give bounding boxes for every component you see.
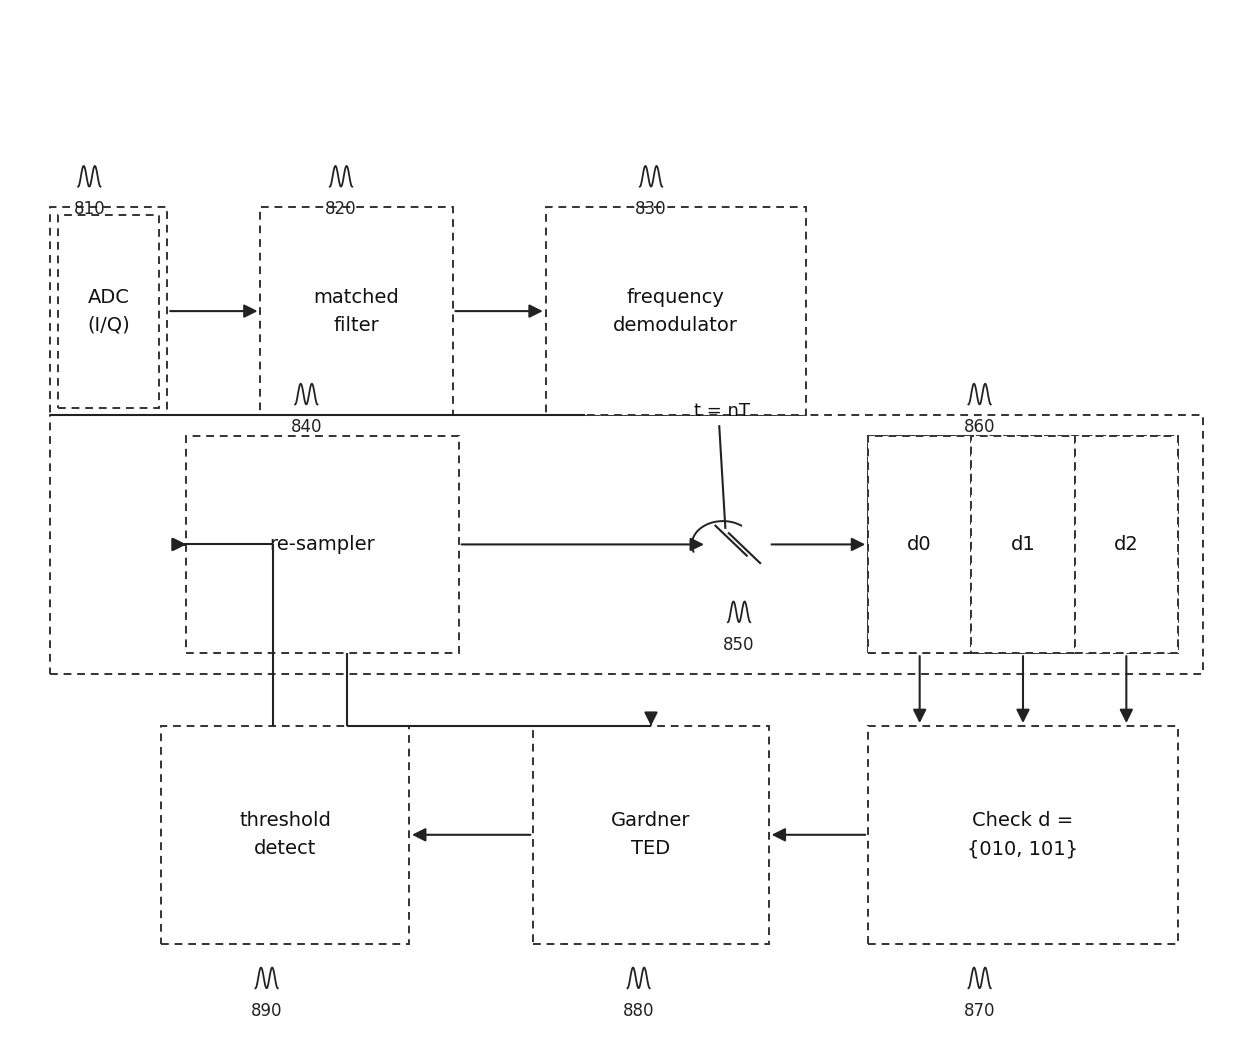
Text: 860: 860 — [963, 418, 996, 436]
Text: 870: 870 — [963, 1002, 996, 1019]
Bar — [971, 436, 1075, 653]
Text: d1: d1 — [1011, 535, 1035, 554]
Text: 880: 880 — [622, 1002, 655, 1019]
Bar — [868, 436, 971, 653]
Text: 840: 840 — [290, 418, 322, 436]
Text: 850: 850 — [723, 636, 755, 653]
Bar — [50, 207, 167, 415]
Bar — [868, 436, 1178, 653]
Text: 820: 820 — [325, 200, 357, 218]
Text: Gardner
TED: Gardner TED — [611, 811, 691, 859]
Text: 890: 890 — [250, 1002, 283, 1019]
Text: ADC
(I/Q): ADC (I/Q) — [87, 287, 130, 335]
Text: d2: d2 — [1114, 535, 1138, 554]
Bar — [1075, 436, 1178, 653]
Bar — [260, 207, 453, 415]
Text: re-sampler: re-sampler — [269, 535, 376, 554]
Bar — [186, 436, 459, 653]
Text: 810: 810 — [73, 200, 105, 218]
Text: Check d =
{010, 101}: Check d = {010, 101} — [967, 811, 1079, 859]
Text: threshold
detect: threshold detect — [239, 811, 331, 859]
Text: d0: d0 — [908, 535, 932, 554]
Bar — [161, 726, 409, 944]
Bar — [546, 207, 806, 415]
Bar — [868, 726, 1178, 944]
Bar — [50, 415, 1203, 674]
Bar — [533, 726, 769, 944]
Text: frequency
demodulator: frequency demodulator — [614, 287, 738, 335]
Text: 830: 830 — [635, 200, 667, 218]
Text: t = nT: t = nT — [694, 402, 750, 420]
Text: matched
filter: matched filter — [314, 287, 399, 335]
Bar — [58, 215, 159, 408]
